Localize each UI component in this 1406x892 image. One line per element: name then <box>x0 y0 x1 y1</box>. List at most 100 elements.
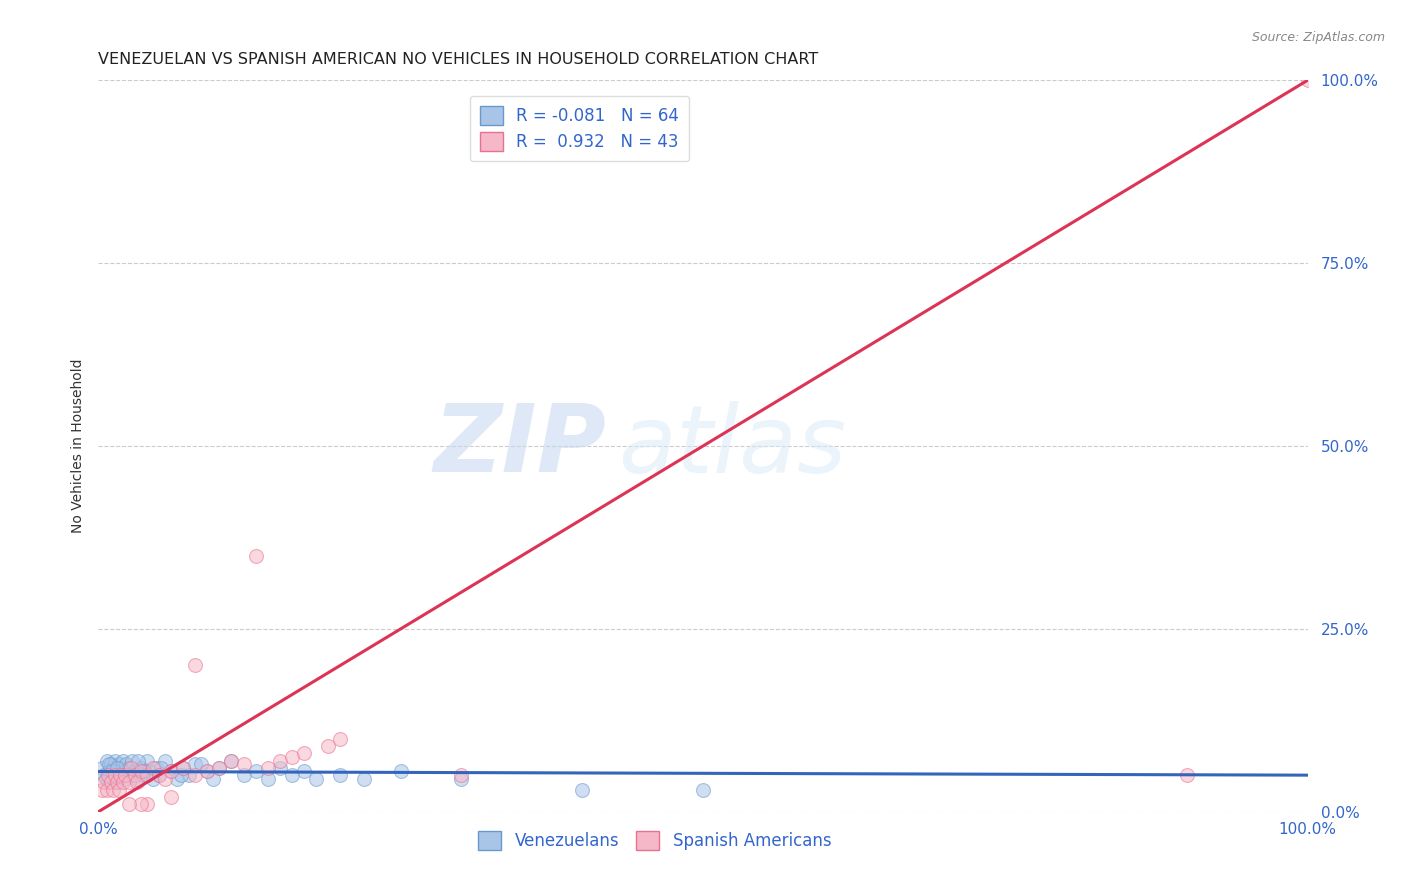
Point <box>256 772 278 786</box>
Point <box>105 761 128 775</box>
Point <box>160 790 183 805</box>
Point <box>107 764 129 779</box>
Point <box>127 775 149 789</box>
Point <box>305 772 328 786</box>
Point <box>100 772 122 786</box>
Point <box>121 754 143 768</box>
Point <box>108 757 131 772</box>
Point <box>450 768 472 782</box>
Point <box>111 775 134 789</box>
Point <box>91 782 114 797</box>
Point <box>97 768 120 782</box>
Point <box>103 768 125 782</box>
Point <box>150 761 173 775</box>
Point <box>108 768 131 782</box>
Text: ZIP: ZIP <box>433 400 606 492</box>
Point <box>124 764 146 779</box>
Point <box>118 797 141 812</box>
Point <box>221 754 243 768</box>
Point <box>292 764 315 779</box>
Y-axis label: No Vehicles in Household: No Vehicles in Household <box>70 359 84 533</box>
Point <box>129 797 152 812</box>
Point <box>281 749 304 764</box>
Point <box>190 757 212 772</box>
Point <box>232 757 254 772</box>
Point <box>134 764 156 779</box>
Point <box>184 658 207 673</box>
Text: VENEZUELAN VS SPANISH AMERICAN NO VEHICLES IN HOUSEHOLD CORRELATION CHART: VENEZUELAN VS SPANISH AMERICAN NO VEHICL… <box>98 52 818 67</box>
Point <box>101 761 124 775</box>
Point <box>571 782 593 797</box>
Point <box>91 761 114 775</box>
Point <box>135 754 157 768</box>
Point <box>232 768 254 782</box>
Point <box>135 768 157 782</box>
Point <box>256 761 278 775</box>
Point <box>389 764 412 779</box>
Point <box>104 754 127 768</box>
Point <box>269 754 291 768</box>
Point <box>138 764 160 779</box>
Point <box>148 768 170 782</box>
Point <box>245 764 267 779</box>
Point <box>105 775 128 789</box>
Text: atlas: atlas <box>619 401 846 491</box>
Point <box>221 754 243 768</box>
Point <box>184 757 207 772</box>
Point <box>281 768 304 782</box>
Point <box>110 761 132 775</box>
Point <box>153 772 176 786</box>
Point <box>145 761 167 775</box>
Point <box>108 782 131 797</box>
Point <box>208 761 231 775</box>
Point <box>127 772 149 786</box>
Point <box>114 768 136 782</box>
Point <box>329 768 352 782</box>
Point <box>184 768 207 782</box>
Point <box>172 761 194 775</box>
Point <box>108 768 131 782</box>
Point <box>93 775 115 789</box>
Point <box>142 772 165 786</box>
Point <box>450 772 472 786</box>
Point <box>98 757 121 772</box>
Point <box>93 768 115 782</box>
Point <box>100 764 122 779</box>
Point <box>135 797 157 812</box>
Point <box>179 768 201 782</box>
Point <box>105 775 128 789</box>
Legend: R = -0.081   N = 64, R =  0.932   N = 43: R = -0.081 N = 64, R = 0.932 N = 43 <box>470 96 689 161</box>
Point <box>112 772 135 786</box>
Point <box>172 761 194 775</box>
Point <box>142 761 165 775</box>
Point <box>166 772 188 786</box>
Point <box>129 761 152 775</box>
Point <box>245 549 267 563</box>
Point <box>100 775 122 789</box>
Point <box>96 782 118 797</box>
Point <box>1175 768 1198 782</box>
Point <box>1296 73 1319 87</box>
Point <box>118 775 141 789</box>
Point <box>96 754 118 768</box>
Point <box>160 764 183 779</box>
Point <box>117 768 139 782</box>
Point <box>120 761 142 775</box>
Text: Source: ZipAtlas.com: Source: ZipAtlas.com <box>1251 31 1385 45</box>
Point <box>292 746 315 760</box>
Point <box>195 764 218 779</box>
Point <box>202 772 225 786</box>
Point <box>111 754 134 768</box>
Point <box>269 761 291 775</box>
Point <box>329 731 352 746</box>
Point <box>208 761 231 775</box>
Point <box>94 772 117 786</box>
Point <box>692 782 714 797</box>
Point <box>97 775 120 789</box>
Point <box>124 768 146 782</box>
Point <box>100 757 122 772</box>
Point <box>316 739 339 753</box>
Point <box>120 768 142 782</box>
Point <box>129 764 152 779</box>
Point <box>101 782 124 797</box>
